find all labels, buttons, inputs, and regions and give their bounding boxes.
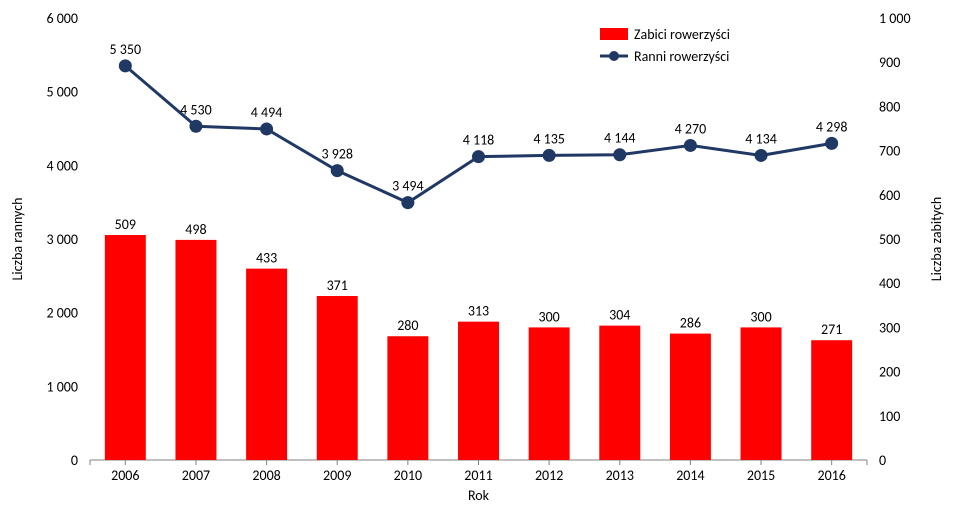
bar-data-label: 433	[256, 250, 277, 267]
line-marker	[543, 149, 555, 161]
y-left-tick-label: 5 000	[46, 84, 78, 101]
bar-data-label: 300	[538, 308, 559, 325]
bar-data-label: 509	[115, 216, 136, 233]
bar	[387, 336, 428, 460]
line-data-label: 4 530	[180, 101, 212, 118]
bar-data-label: 271	[821, 321, 842, 338]
y-left-tick-label: 1 000	[46, 378, 78, 395]
legend-swatch-marker	[609, 51, 619, 61]
x-tick-label: 2016	[817, 467, 845, 484]
line-marker	[402, 197, 414, 209]
line-marker	[826, 137, 838, 149]
bar-data-label: 371	[327, 277, 348, 294]
line-marker	[119, 60, 131, 72]
y-left-tick-label: 4 000	[46, 157, 78, 174]
x-tick-label: 2008	[252, 467, 280, 484]
x-tick-label: 2007	[182, 467, 210, 484]
y-right-tick-label: 900	[879, 54, 900, 71]
bar	[811, 340, 852, 460]
y-right-tick-label: 300	[879, 319, 900, 336]
line-data-label: 3 494	[392, 178, 424, 195]
bar	[741, 327, 782, 460]
y-right-tick-label: 200	[879, 364, 900, 381]
line-data-label: 3 928	[321, 146, 353, 163]
legend-label: Zabici rowerzyści	[634, 26, 730, 43]
bar	[458, 322, 499, 460]
line-data-label: 4 298	[816, 118, 848, 135]
legend-label: Ranni rowerzyści	[634, 48, 729, 65]
line-data-label: 4 270	[675, 120, 707, 137]
chart-svg: 2006 2007 2008 2009 2010 2011 2012 2013 2014 2015…	[0, 0, 957, 512]
y-right-tick-label: 100	[879, 408, 900, 425]
x-tick-label: 2006	[111, 467, 139, 484]
bar	[246, 269, 287, 460]
x-tick-label: 2013	[606, 467, 634, 484]
y-left-tick-label: 2 000	[46, 305, 78, 322]
bar-data-label: 313	[468, 303, 489, 320]
y-right-tick-label: 700	[879, 143, 900, 160]
line-data-label: 4 144	[604, 130, 636, 147]
line-marker	[755, 149, 767, 161]
line-data-label: 4 135	[533, 130, 565, 147]
bar	[529, 327, 570, 460]
bar-data-label: 304	[609, 307, 630, 324]
chart-container: 2006 2007 2008 2009 2010 2011 2012 2013 2014 2015…	[0, 0, 957, 512]
x-tick-label: 2012	[535, 467, 563, 484]
bar	[317, 296, 358, 460]
bar	[175, 240, 216, 460]
x-tick-label: 2009	[323, 467, 351, 484]
line-marker	[331, 165, 343, 177]
y-right-axis-title: Liczba zabitych	[928, 197, 945, 281]
line-marker	[684, 139, 696, 151]
line-data-label: 4 134	[745, 130, 777, 147]
y-right-tick-label: 1 000	[879, 10, 911, 27]
line-data-label: 5 350	[110, 41, 142, 58]
y-right-tick-label: 800	[879, 98, 900, 115]
x-tick-label: 2015	[747, 467, 775, 484]
y-right-tick-label: 600	[879, 187, 900, 204]
x-axis-title: Rok	[468, 487, 490, 504]
y-left-tick-label: 3 000	[46, 231, 78, 248]
y-left-axis-title: Liczba rannych	[9, 198, 26, 281]
line-marker	[190, 120, 202, 132]
bar-data-label: 280	[397, 317, 418, 334]
line-data-label: 4 494	[251, 104, 283, 121]
y-right-tick-label: 0	[879, 452, 886, 469]
line-data-label: 4 118	[463, 132, 495, 149]
line-marker	[614, 149, 626, 161]
bar	[599, 326, 640, 460]
x-tick-label: 2011	[464, 467, 492, 484]
y-right-tick-label: 400	[879, 275, 900, 292]
bar-data-label: 498	[185, 221, 206, 238]
line-marker	[473, 151, 485, 163]
y-left-tick-label: 6 000	[46, 10, 78, 27]
bar	[105, 235, 146, 460]
x-tick-label: 2014	[676, 467, 704, 484]
bar	[670, 334, 711, 460]
y-left-tick-label: 0	[71, 452, 78, 469]
bar-data-label: 286	[680, 315, 701, 332]
bar-data-label: 300	[750, 308, 771, 325]
legend-swatch-bar	[600, 28, 628, 40]
line-marker	[261, 123, 273, 135]
x-tick-label: 2010	[394, 467, 422, 484]
y-right-tick-label: 500	[879, 231, 900, 248]
